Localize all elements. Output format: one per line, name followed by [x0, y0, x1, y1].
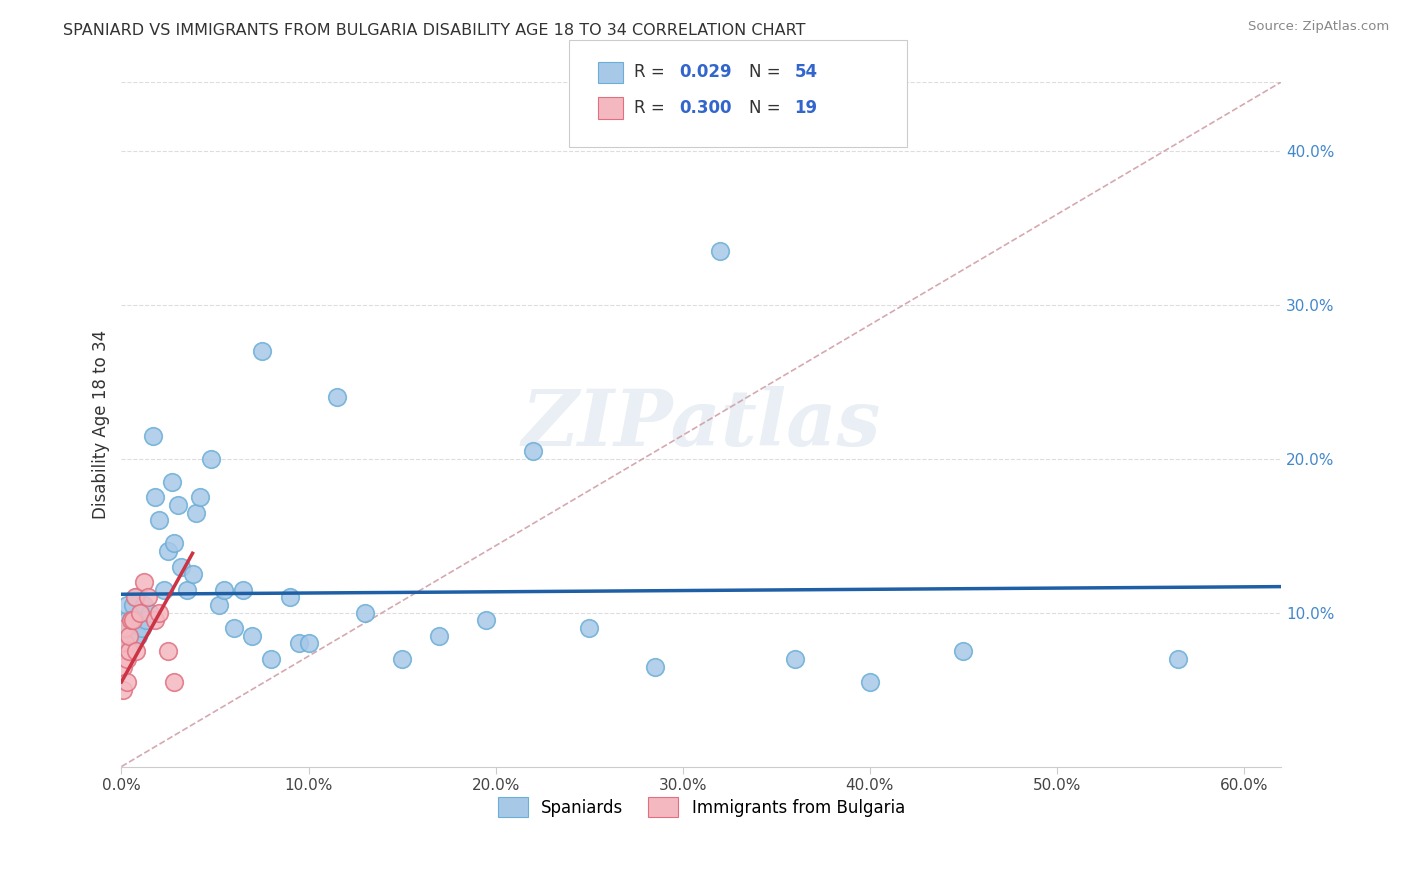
- Point: [208, 598, 231, 612]
- Point: [952, 644, 974, 658]
- Point: [129, 606, 152, 620]
- Text: N =: N =: [749, 99, 786, 117]
- Point: [153, 582, 176, 597]
- Point: [297, 636, 319, 650]
- Point: [242, 629, 264, 643]
- Point: [157, 544, 180, 558]
- Point: [170, 559, 193, 574]
- Point: [135, 614, 157, 628]
- Point: [118, 629, 141, 643]
- Point: [232, 582, 254, 597]
- Point: [278, 591, 301, 605]
- Point: [353, 606, 375, 620]
- Text: N =: N =: [749, 63, 786, 81]
- Point: [131, 621, 153, 635]
- Point: [115, 652, 138, 666]
- Point: [136, 591, 159, 605]
- Point: [115, 614, 138, 628]
- Point: [125, 591, 148, 605]
- Point: [1167, 652, 1189, 666]
- Text: Source: ZipAtlas.com: Source: ZipAtlas.com: [1249, 20, 1389, 33]
- Point: [186, 506, 208, 520]
- Point: [288, 636, 311, 650]
- Point: [115, 675, 138, 690]
- Point: [214, 582, 236, 597]
- Point: [120, 614, 142, 628]
- Point: [644, 659, 666, 673]
- Point: [129, 614, 152, 628]
- Point: [124, 629, 146, 643]
- Point: [391, 652, 413, 666]
- Point: [127, 629, 149, 643]
- Point: [429, 629, 451, 643]
- Point: [709, 244, 731, 259]
- Point: [163, 536, 186, 550]
- Text: ZIPatlas: ZIPatlas: [522, 386, 882, 462]
- Point: [578, 621, 600, 635]
- Point: [188, 491, 211, 505]
- Point: [148, 606, 170, 620]
- Point: [176, 582, 198, 597]
- Point: [783, 652, 806, 666]
- Point: [132, 574, 155, 589]
- Text: R =: R =: [634, 63, 671, 81]
- Point: [143, 491, 166, 505]
- Point: [125, 644, 148, 658]
- Point: [163, 675, 186, 690]
- Point: [148, 513, 170, 527]
- Point: [115, 598, 138, 612]
- Point: [200, 451, 222, 466]
- Text: R =: R =: [634, 99, 671, 117]
- Point: [118, 644, 141, 658]
- Point: [859, 675, 882, 690]
- Point: [475, 614, 498, 628]
- Point: [124, 591, 146, 605]
- Point: [120, 614, 142, 628]
- Point: [181, 567, 204, 582]
- Y-axis label: Disability Age 18 to 34: Disability Age 18 to 34: [93, 330, 110, 519]
- Point: [120, 636, 142, 650]
- Point: [114, 636, 136, 650]
- Text: 0.300: 0.300: [679, 99, 731, 117]
- Point: [143, 614, 166, 628]
- Point: [114, 621, 136, 635]
- Point: [118, 621, 141, 635]
- Point: [121, 598, 143, 612]
- Point: [121, 614, 143, 628]
- Point: [157, 644, 180, 658]
- Text: SPANIARD VS IMMIGRANTS FROM BULGARIA DISABILITY AGE 18 TO 34 CORRELATION CHART: SPANIARD VS IMMIGRANTS FROM BULGARIA DIS…: [63, 23, 806, 38]
- Point: [138, 606, 160, 620]
- Text: 0.029: 0.029: [679, 63, 731, 81]
- Point: [222, 621, 245, 635]
- Point: [325, 390, 347, 404]
- Point: [142, 429, 165, 443]
- Point: [112, 682, 135, 697]
- Point: [114, 636, 136, 650]
- Point: [166, 498, 188, 512]
- Legend: Spaniards, Immigrants from Bulgaria: Spaniards, Immigrants from Bulgaria: [491, 790, 911, 823]
- Point: [260, 652, 283, 666]
- Point: [112, 659, 135, 673]
- Point: [522, 444, 544, 458]
- Point: [160, 475, 183, 489]
- Text: 19: 19: [794, 99, 817, 117]
- Point: [132, 598, 155, 612]
- Point: [112, 629, 135, 643]
- Point: [250, 344, 273, 359]
- Text: 54: 54: [794, 63, 817, 81]
